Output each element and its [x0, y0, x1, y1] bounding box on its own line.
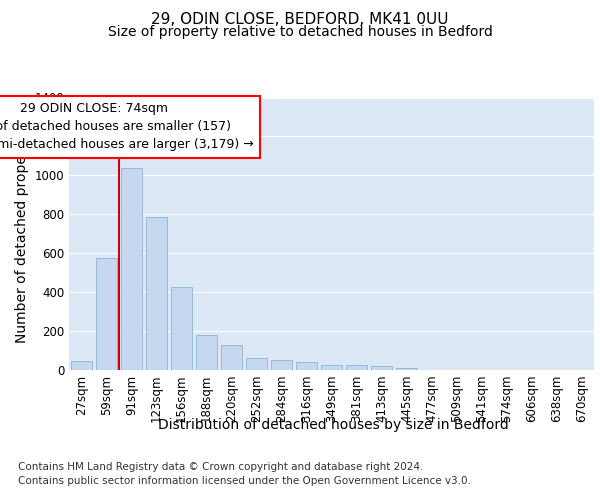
Bar — [396, 368, 417, 370]
Bar — [271, 360, 292, 370]
Bar — [221, 345, 242, 370]
Bar — [346, 364, 367, 370]
Text: Distribution of detached houses by size in Bedford: Distribution of detached houses by size … — [158, 418, 508, 432]
Bar — [71, 361, 92, 370]
Text: 29 ODIN CLOSE: 74sqm
← 5% of detached houses are smaller (157)
95% of semi-detac: 29 ODIN CLOSE: 74sqm ← 5% of detached ho… — [0, 102, 253, 152]
Bar — [121, 168, 142, 370]
Text: 29, ODIN CLOSE, BEDFORD, MK41 0UU: 29, ODIN CLOSE, BEDFORD, MK41 0UU — [151, 12, 449, 28]
Bar — [371, 366, 392, 370]
Text: Contains public sector information licensed under the Open Government Licence v3: Contains public sector information licen… — [18, 476, 471, 486]
Bar — [146, 217, 167, 370]
Bar — [296, 362, 317, 370]
Text: Contains HM Land Registry data © Crown copyright and database right 2024.: Contains HM Land Registry data © Crown c… — [18, 462, 424, 472]
Bar — [171, 288, 192, 370]
Bar — [246, 358, 267, 370]
Bar — [321, 364, 342, 370]
Bar — [96, 258, 117, 370]
Y-axis label: Number of detached properties: Number of detached properties — [15, 124, 29, 343]
Text: Size of property relative to detached houses in Bedford: Size of property relative to detached ho… — [107, 25, 493, 39]
Bar — [196, 335, 217, 370]
